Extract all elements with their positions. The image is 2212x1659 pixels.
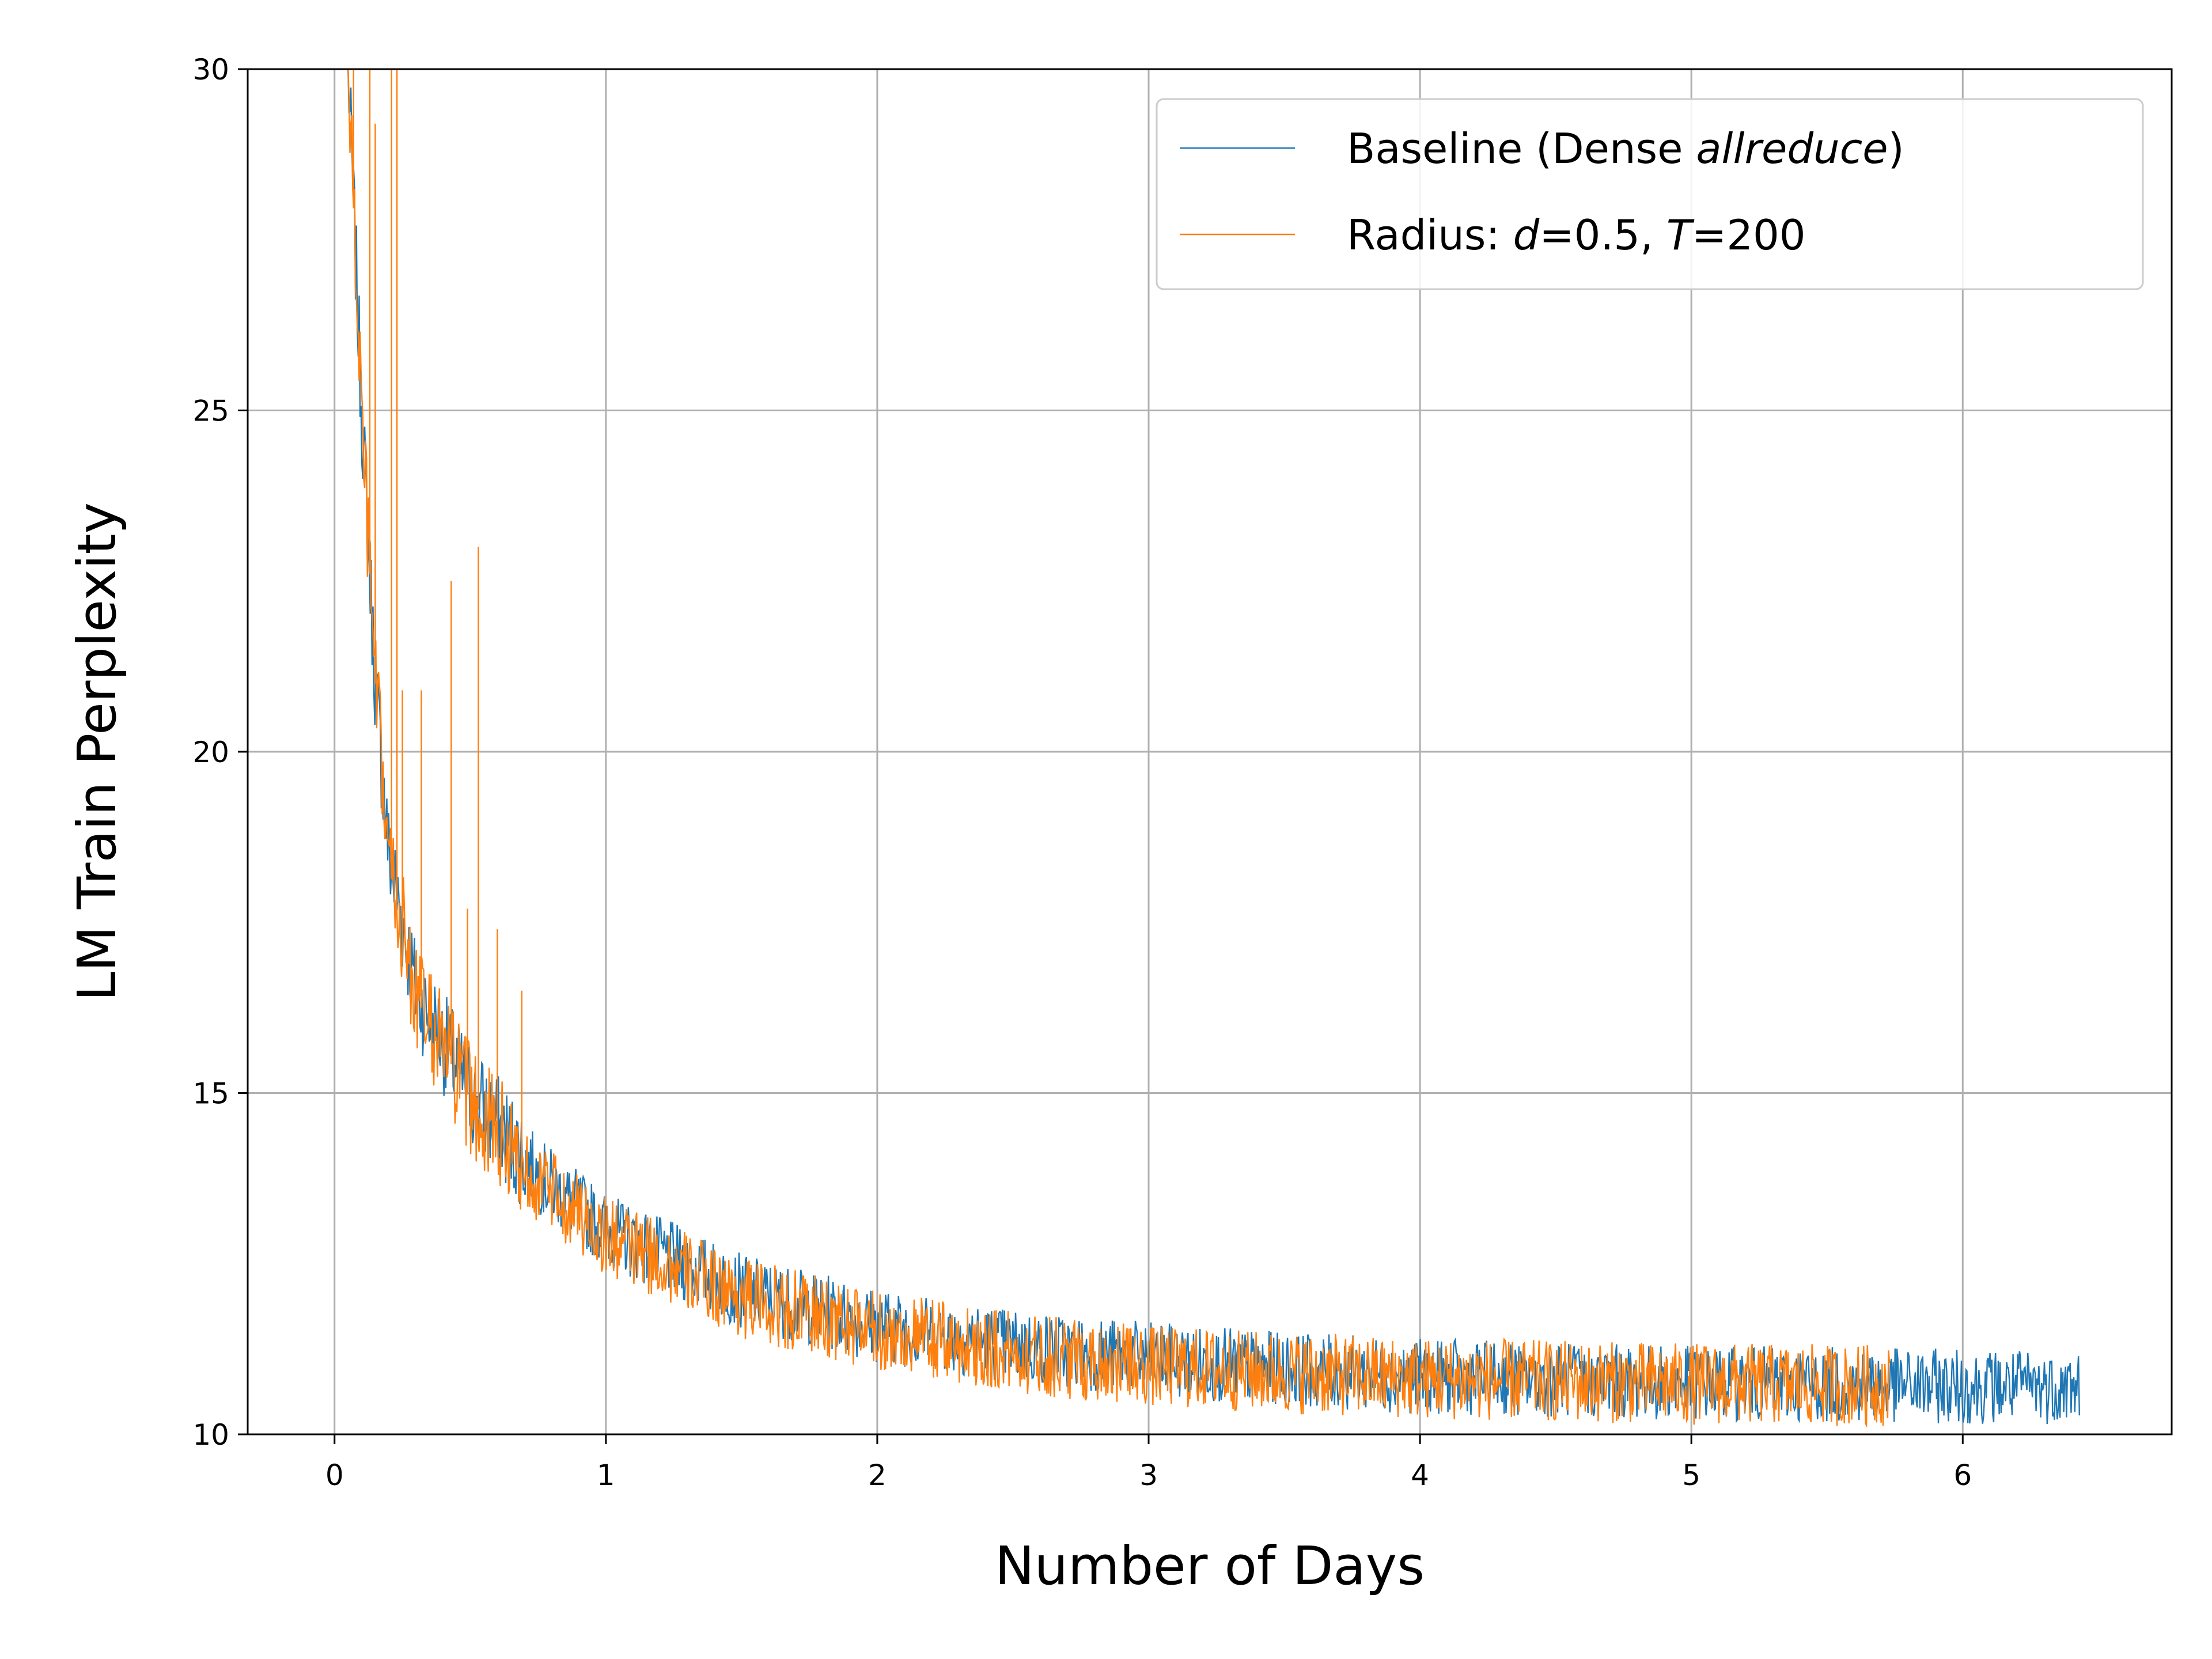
legend-label-part: Radius: bbox=[1347, 211, 1513, 259]
legend-label: Baseline (Dense allreduce) bbox=[1347, 124, 1904, 173]
y-tick-label: 30 bbox=[192, 53, 229, 86]
x-tick-label: 4 bbox=[1411, 1459, 1429, 1492]
legend-label-part: d bbox=[1513, 211, 1540, 259]
legend-label-part: allreduce bbox=[1696, 124, 1888, 173]
legend-label-part: Baseline (Dense bbox=[1347, 124, 1696, 173]
series-line bbox=[347, 69, 2080, 1425]
x-tick-label: 1 bbox=[597, 1459, 615, 1492]
x-tick-label: 0 bbox=[325, 1459, 344, 1492]
x-tick-label: 3 bbox=[1139, 1459, 1158, 1492]
x-tick-label: 2 bbox=[868, 1459, 887, 1492]
series-0 bbox=[347, 69, 2080, 1425]
series-layer bbox=[347, 69, 2080, 1428]
y-tick-label: 15 bbox=[192, 1077, 229, 1111]
x-tick-label: 6 bbox=[1953, 1459, 1972, 1492]
x-axis-label: Number of Days bbox=[995, 1535, 1425, 1597]
y-axis-label: LM Train Perplexity bbox=[66, 502, 128, 1001]
x-tick-label: 5 bbox=[1682, 1459, 1700, 1492]
y-tick-label: 10 bbox=[192, 1418, 229, 1452]
legend-label: Radius: d=0.5, T=200 bbox=[1347, 211, 1806, 259]
legend-label-part: =0.5, bbox=[1539, 211, 1666, 259]
series-1 bbox=[347, 69, 1891, 1428]
y-tick-label: 20 bbox=[192, 736, 229, 769]
legend-label-part: ) bbox=[1888, 124, 1904, 173]
legend-label-part: T bbox=[1666, 211, 1695, 259]
legend-label-part: =200 bbox=[1692, 211, 1806, 259]
legend-box bbox=[1156, 98, 2144, 290]
legend: Baseline (Dense allreduce) Radius: d=0.5,… bbox=[1156, 98, 2144, 290]
axis-ticks: 0 1 2 3 4 5 6 10 15 20 25 30 bbox=[192, 53, 1972, 1492]
y-tick-label: 25 bbox=[192, 395, 229, 428]
series-line bbox=[347, 69, 1891, 1428]
